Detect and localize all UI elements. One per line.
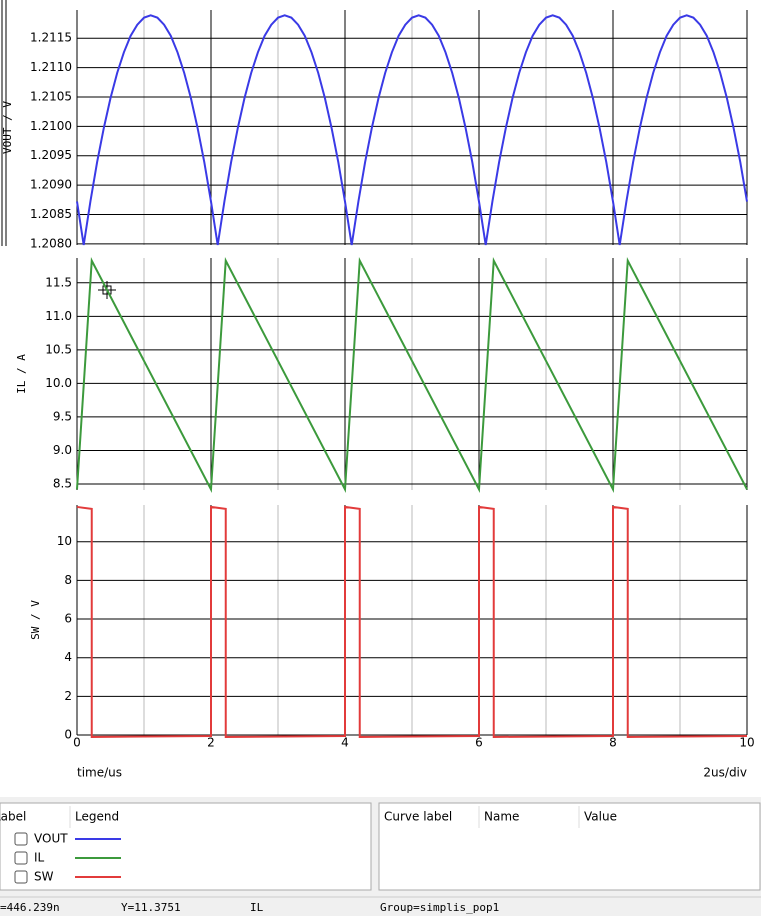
legend-label: SW: [34, 870, 54, 884]
legend-panel: [0, 802, 372, 891]
x-tick-label: 4: [341, 736, 349, 750]
y-tick-label: 0: [64, 728, 72, 742]
x-axis-label: time/us: [77, 766, 122, 780]
header: Value: [584, 810, 617, 824]
y-axis-label: SW / V: [29, 600, 42, 640]
checkbox[interactable]: [14, 851, 28, 865]
y-tick-label: 10: [57, 534, 72, 548]
y-tick-label: 1.2110: [30, 60, 72, 74]
y-tick-label: 1.2105: [30, 89, 72, 103]
series-line: [76, 257, 748, 493]
header: Legend: [75, 810, 119, 824]
series-line: [76, 14, 748, 246]
header: Name: [484, 810, 519, 824]
plot-background: [0, 0, 761, 797]
legend-label: VOUT: [34, 832, 68, 846]
y-tick-label: 10.0: [45, 376, 72, 390]
y-tick-label: 1.2095: [30, 148, 72, 162]
values-panel: [378, 802, 761, 891]
x-tick-label: 10: [739, 736, 754, 750]
y-tick-label: 4: [64, 650, 72, 664]
y-tick-label: 1.2100: [30, 119, 72, 133]
y-tick-label: 8.5: [53, 476, 72, 490]
header: Curve label: [384, 810, 452, 824]
y-axis-label: VOUT / V: [1, 101, 14, 154]
x-tick-label: 0: [73, 736, 81, 750]
x-tick-label: 6: [475, 736, 483, 750]
checkbox[interactable]: [14, 870, 28, 884]
status-y: Y=11.3751: [121, 901, 181, 914]
y-tick-label: 1.2080: [30, 236, 72, 250]
series-line: [76, 505, 748, 738]
status-curve: IL: [250, 901, 264, 914]
status-x: =446.239n: [0, 901, 60, 914]
y-tick-label: 6: [64, 612, 72, 626]
checkbox[interactable]: [14, 832, 28, 846]
y-tick-label: 10.5: [45, 342, 72, 356]
y-tick-label: 8: [64, 573, 72, 587]
scale-note: 2us/div: [703, 766, 747, 780]
x-tick-label: 2: [207, 736, 215, 750]
y-tick-label: 2: [64, 689, 72, 703]
header: Label: [0, 810, 26, 824]
y-tick-label: 11.0: [45, 309, 72, 323]
y-tick-label: 1.2085: [30, 207, 72, 221]
y-axis-label: IL / A: [15, 354, 28, 394]
x-tick-label: 8: [609, 736, 617, 750]
y-tick-label: 11.5: [45, 275, 72, 289]
legend-label: IL: [34, 851, 45, 865]
y-tick-label: 1.2115: [30, 31, 72, 45]
y-tick-label: 9.5: [53, 409, 72, 423]
y-tick-label: 1.2090: [30, 178, 72, 192]
y-tick-label: 9.0: [53, 443, 72, 457]
status-group: Group=simplis_pop1: [380, 901, 499, 914]
